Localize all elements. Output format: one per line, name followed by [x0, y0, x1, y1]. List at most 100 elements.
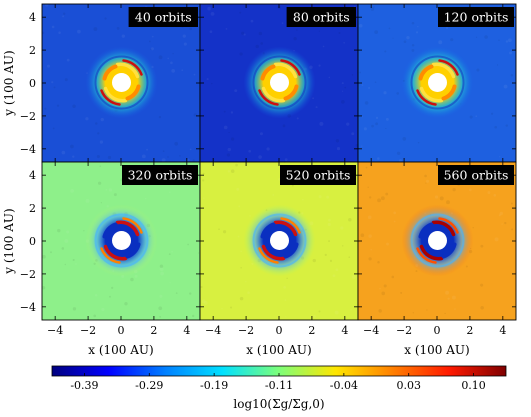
texture-speck — [243, 33, 246, 36]
x-tick-label: 4 — [183, 324, 190, 337]
texture-speck — [508, 38, 512, 43]
texture-speck — [58, 31, 61, 34]
texture-speck — [266, 147, 270, 151]
spiral-arm — [100, 89, 121, 106]
texture-speck — [230, 169, 235, 173]
texture-speck — [411, 43, 415, 47]
spiral-arm — [115, 62, 140, 79]
texture-speck — [146, 148, 149, 151]
orbit-label: 560 orbits — [444, 168, 509, 183]
y-tick-label: 0 — [29, 77, 36, 90]
texture-speck — [285, 316, 287, 318]
texture-speck — [239, 52, 243, 56]
x-axis-label: x (100 AU) — [88, 343, 153, 357]
y-tick-label: 0 — [29, 235, 36, 248]
texture-speck — [227, 147, 232, 152]
spiral-arm — [431, 220, 456, 237]
texture-speck — [371, 124, 374, 128]
texture-speck — [391, 275, 395, 279]
texture-speck — [341, 90, 344, 92]
x-tick-label: 2 — [150, 324, 157, 337]
texture-speck — [476, 68, 480, 72]
texture-speck — [159, 294, 163, 298]
texture-speck — [373, 6, 375, 8]
x-tick-label: 0 — [118, 324, 125, 337]
texture-speck — [355, 143, 358, 147]
x-tick-label: 0 — [276, 324, 283, 337]
texture-speck — [171, 68, 176, 73]
texture-speck — [202, 172, 205, 175]
texture-speck — [322, 45, 325, 48]
orbit-label-badge — [438, 165, 514, 185]
outer-ring — [94, 55, 149, 110]
texture-speck — [141, 154, 146, 159]
texture-speck — [296, 29, 298, 31]
texture-speck — [45, 4, 49, 7]
texture-speck — [415, 270, 418, 273]
texture-speck — [75, 263, 77, 265]
texture-speck — [490, 112, 494, 115]
texture-speck — [189, 27, 193, 31]
spiral-arm — [102, 222, 118, 239]
texture-speck — [168, 253, 171, 256]
texture-speck — [504, 221, 507, 225]
texture-speck — [406, 35, 410, 40]
texture-speck — [283, 286, 286, 289]
texture-speck — [383, 284, 387, 288]
texture-speck — [475, 115, 478, 118]
texture-speck — [315, 106, 318, 109]
texture-speck — [312, 97, 315, 100]
texture-speck — [170, 61, 173, 65]
spiral-arm — [122, 59, 143, 76]
texture-speck — [209, 30, 213, 34]
spiral-arm — [283, 242, 299, 259]
spiral-arm — [280, 217, 301, 234]
y-tick-label: 4 — [29, 169, 36, 182]
texture-speck — [167, 57, 170, 60]
y-tick-label: 2 — [29, 44, 36, 57]
texture-speck — [51, 81, 54, 84]
texture-speck — [340, 226, 344, 230]
spiral-arm — [441, 84, 457, 101]
texture-speck — [475, 36, 478, 38]
y-tick-label: 4 — [29, 11, 36, 24]
texture-speck — [158, 55, 163, 60]
spiral-arm — [280, 59, 301, 76]
texture-speck — [374, 81, 377, 83]
texture-speck — [368, 257, 372, 261]
spiral-arm — [122, 217, 143, 234]
y-tick-label: 2 — [29, 202, 36, 215]
texture-speck — [66, 58, 70, 62]
texture-speck — [172, 53, 174, 55]
texture-speck — [85, 198, 90, 203]
texture-speck — [380, 196, 385, 201]
texture-speck — [377, 198, 381, 203]
spiral-arm — [419, 244, 444, 261]
texture-speck — [206, 78, 209, 81]
texture-speck — [510, 74, 514, 77]
inner-cavity — [428, 231, 447, 250]
texture-speck — [385, 192, 389, 196]
texture-speck — [42, 31, 45, 35]
texture-speck — [426, 309, 428, 311]
spiral-arm — [438, 59, 459, 76]
spiral-arm — [102, 64, 118, 81]
spiral-arm — [258, 89, 279, 106]
texture-speck — [364, 101, 369, 105]
texture-speck — [260, 42, 264, 45]
texture-speck — [77, 29, 81, 34]
spiral-arm — [273, 62, 298, 79]
inner-cavity — [428, 73, 447, 92]
texture-speck — [105, 188, 108, 191]
texture-speck — [326, 195, 330, 199]
outer-ring — [252, 213, 307, 268]
texture-speck — [351, 74, 354, 76]
texture-speck — [95, 122, 98, 125]
texture-speck — [444, 312, 446, 315]
spiral-arm — [125, 84, 141, 101]
texture-speck — [348, 256, 351, 259]
texture-speck — [396, 151, 401, 156]
spiral-arm — [258, 247, 279, 264]
texture-speck — [160, 271, 164, 276]
texture-speck — [341, 82, 344, 85]
